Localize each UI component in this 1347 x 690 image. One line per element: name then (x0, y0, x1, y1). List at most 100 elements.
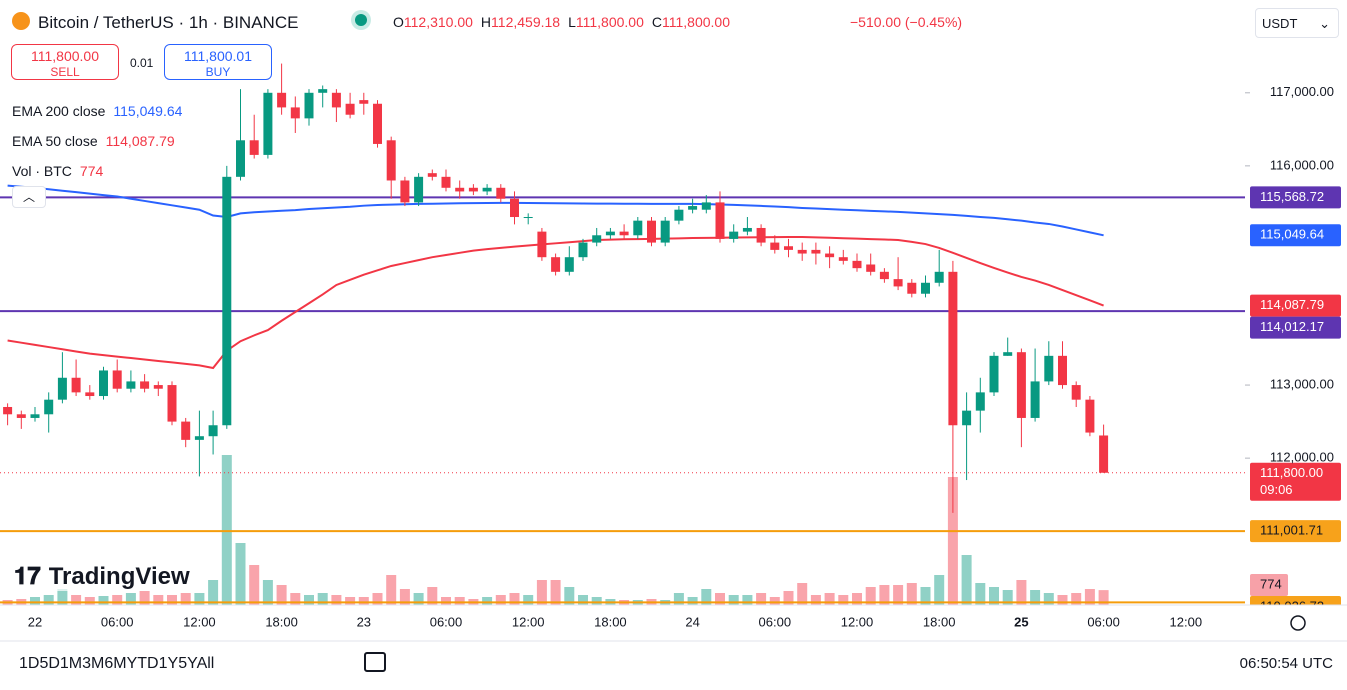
y-tick-label: 112,000.00 (1270, 450, 1334, 465)
volume-bar (208, 580, 219, 605)
volume-bar (1057, 595, 1068, 605)
x-tick-label: 23 (357, 614, 371, 629)
candle-body (496, 187, 506, 199)
candle-body (770, 242, 780, 250)
range-button[interactable]: YTD (126, 655, 159, 672)
sell-label: SELL (50, 65, 80, 79)
volume-bar (1030, 590, 1041, 605)
volume-bar (235, 543, 246, 605)
volume-bar (810, 595, 821, 605)
volume-bar (249, 565, 260, 605)
candle-body (934, 271, 944, 283)
x-tick-label: 18:00 (923, 614, 956, 629)
candle-body (112, 370, 122, 389)
range-button[interactable]: 5D (39, 655, 60, 672)
volume-bar (180, 593, 191, 605)
volume-bar (276, 585, 287, 605)
volume-bar (715, 593, 725, 605)
volume-bar (1043, 593, 1054, 605)
ohlc-value: 111,800.00 (662, 14, 730, 30)
volume-bar (893, 585, 904, 605)
candle-body (852, 260, 862, 269)
volume-bar (591, 597, 602, 605)
candle-body (1016, 352, 1026, 418)
range-button[interactable]: 5Y (178, 655, 197, 672)
currency: USDT (1262, 16, 1298, 31)
candle-body (674, 209, 684, 221)
plot-area (0, 63, 1245, 605)
legend-value: 115,049.64 (113, 103, 183, 119)
candle-body (236, 140, 245, 177)
sell-button[interactable]: 111,800.00 SELL (11, 44, 119, 80)
range-button[interactable]: 6M (104, 655, 127, 672)
volume-bar (304, 595, 314, 605)
volume-bar (536, 580, 547, 605)
ohlc-key: C (651, 14, 662, 30)
volume-bar (564, 587, 575, 605)
x-tick-label: 06:00 (101, 614, 134, 629)
settings-icon[interactable] (1290, 615, 1306, 631)
logo-text: TradingView (48, 563, 190, 590)
candle-body (1030, 381, 1040, 418)
candle-body (633, 220, 643, 236)
y-tick-label: 116,000.00 (1270, 157, 1334, 172)
volume-bar (728, 595, 739, 605)
countdown: 09:06 (1260, 482, 1293, 497)
ohlc-values: O112,310.00 H112,459.18 L111,800.00 C111,80… (393, 14, 730, 30)
volume-bar (153, 595, 164, 605)
volume-bar (578, 595, 588, 605)
volume-bar (1084, 589, 1095, 605)
buy-price: 111,800.01 (184, 48, 252, 64)
volume-bar (783, 591, 794, 605)
candle-body (838, 257, 848, 261)
candle-body (523, 217, 533, 219)
legend: EMA 200 close 115,049.64 EMA 50 close 114,0… (12, 96, 182, 186)
price-tag-label: 115,049.64 (1260, 227, 1324, 242)
ema-line (7, 184, 1104, 237)
volume-bar (194, 593, 205, 605)
volume-bar (879, 585, 890, 605)
x-tick-label: 18:00 (265, 614, 298, 629)
volume-bar (673, 593, 684, 605)
candle-body (510, 198, 519, 218)
range-button[interactable]: 1M (59, 655, 83, 672)
candle-body (647, 220, 656, 243)
volume-bar (482, 597, 493, 605)
candle-body (44, 399, 54, 415)
candle-body (797, 249, 807, 254)
candle-body (1003, 352, 1013, 356)
candle-body (153, 385, 163, 389)
candle-body (564, 257, 574, 272)
candle-body (290, 107, 300, 119)
legend-entry: EMA 200 close 115,049.64 (12, 96, 182, 126)
range-button[interactable]: 3M (82, 655, 105, 672)
x-tick-label: 18:00 (594, 614, 627, 629)
buy-button[interactable]: 111,800.01 BUY (164, 44, 272, 80)
range-button[interactable]: 1Y (158, 655, 179, 672)
symbol: Bitcoin / TetherUS · 1h · BINANCE (38, 13, 299, 32)
candle-body (71, 377, 81, 393)
candle-body (962, 410, 972, 426)
currency-select[interactable]: USDT ⌄ (1255, 8, 1339, 38)
range-button[interactable]: All (196, 655, 215, 672)
price-tag (1250, 294, 1341, 317)
candle-body (222, 176, 232, 426)
logo: 𝟏𝟕 TradingView (14, 563, 190, 591)
ohlc-key: O (393, 14, 404, 30)
x-tick-label: 22 (28, 614, 42, 629)
candle-body (277, 92, 287, 108)
collapse-button[interactable]: ︿ (12, 186, 46, 208)
price-tag (1250, 224, 1341, 247)
candle-body (701, 202, 711, 210)
calendar-icon[interactable] (364, 652, 386, 672)
volume-bar (1098, 590, 1109, 605)
volume-bar (221, 455, 232, 605)
candle-body (57, 377, 67, 400)
candle-body (441, 176, 451, 188)
y-tick-label: 117,000.00 (1270, 84, 1334, 99)
volume-bar (838, 595, 849, 605)
range-button[interactable]: 1D (19, 655, 40, 672)
candle-body (811, 249, 821, 254)
candle-body (619, 231, 629, 236)
candle-body (592, 235, 602, 243)
